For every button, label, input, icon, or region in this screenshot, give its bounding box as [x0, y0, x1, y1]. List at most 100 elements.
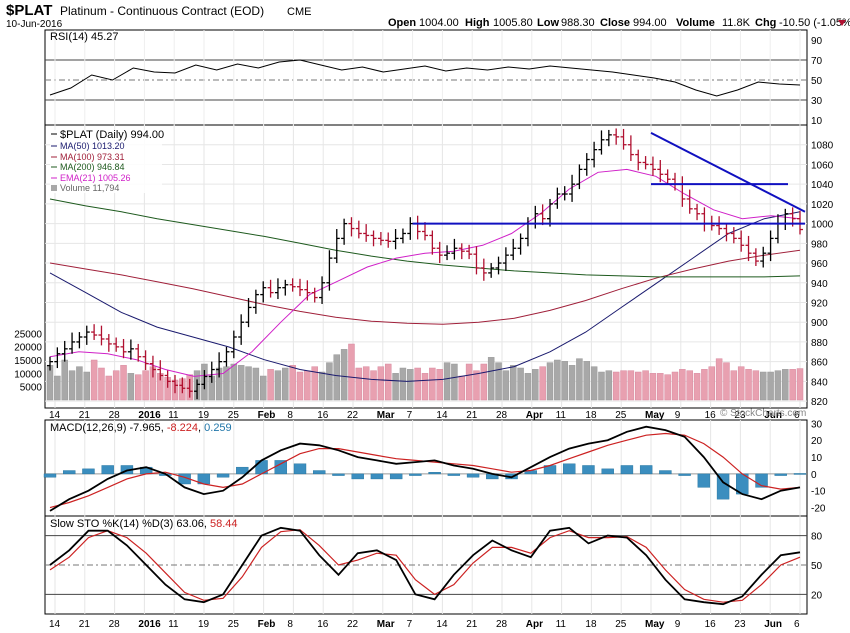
price-bar — [341, 218, 348, 245]
volume-bar — [83, 371, 91, 401]
price-bar — [172, 374, 178, 394]
volume-bar — [105, 375, 113, 401]
date-tick-label: 21 — [466, 619, 478, 630]
legend-price: $PLAT (Daily) 994.00 — [60, 129, 164, 141]
volume-bar — [627, 370, 635, 401]
price-bar — [605, 129, 612, 147]
volume-bar — [708, 366, 716, 401]
volume-bar — [90, 359, 98, 401]
date-tick-label: 14 — [436, 410, 448, 421]
axis-labels: 1030507090820840860880900920940960980100… — [14, 36, 833, 630]
volume-bar — [561, 361, 568, 401]
price-bar — [105, 334, 112, 352]
rsi-plot — [49, 59, 801, 97]
rsi-tick-label: 70 — [811, 56, 823, 67]
macd-histogram-bar — [82, 468, 95, 475]
instrument-name: Platinum - Continuous Contract (EOD) — [60, 4, 264, 18]
price-bar — [245, 298, 252, 328]
symbol: $PLAT — [6, 2, 52, 19]
volume-bar — [443, 362, 451, 401]
volume-bar — [370, 370, 377, 401]
price-bar — [451, 238, 458, 260]
volume-bar — [429, 367, 436, 401]
volume-bar — [399, 367, 407, 401]
price-bar — [186, 378, 193, 398]
price-bar — [598, 130, 605, 155]
stochastic-title: Slow STO %K(14) %D(3) 63.06, 58.44 — [50, 518, 238, 530]
date-tick-label: Jun — [764, 619, 782, 630]
price-bar — [230, 330, 237, 359]
volume-bar — [112, 370, 120, 401]
macd-histogram-bar — [774, 473, 787, 476]
macd-tick-label: -20 — [811, 504, 826, 515]
volume-tick-label: 15000 — [14, 356, 42, 367]
macd-histogram-bar — [601, 468, 614, 475]
volume-bar — [377, 366, 385, 401]
volume-bar — [532, 369, 539, 401]
volume-bar — [701, 369, 708, 401]
ma100-line — [49, 249, 801, 325]
volume-bar — [598, 371, 605, 401]
price-bar — [252, 289, 259, 314]
legend-volume-swatch — [51, 185, 57, 191]
price-bar — [547, 198, 553, 227]
volume-bar — [76, 366, 83, 401]
volume-bar — [134, 374, 142, 401]
price-bar — [260, 281, 267, 303]
volume-bar — [267, 369, 274, 401]
date-tick-label: 21 — [466, 410, 478, 421]
price-bar — [767, 230, 774, 262]
date-tick-label: 8 — [287, 410, 293, 421]
price-bar — [223, 346, 230, 367]
price-bar — [61, 340, 68, 362]
price-bar — [289, 278, 296, 292]
volume-bar — [333, 354, 341, 401]
volume-bar — [304, 370, 311, 401]
price-bar — [649, 156, 656, 176]
price-bar — [738, 230, 745, 252]
price-bar — [694, 203, 701, 221]
price-bar — [627, 135, 634, 161]
volume-bar — [583, 361, 591, 401]
stochastic-tick-label: 50 — [811, 561, 823, 572]
price-bar — [363, 224, 370, 242]
macd-histogram-bar — [697, 473, 711, 488]
stochastic-legend: Slow STO %K(14) %D(3) 63.06, 58.44 — [50, 518, 238, 530]
stockcharts-watermark: © StockCharts.com — [720, 408, 806, 419]
volume-bar — [142, 370, 149, 401]
price-bar — [517, 233, 524, 255]
date-tick-label: 23 — [734, 619, 746, 630]
volume-bar — [487, 357, 495, 401]
volume-bar — [634, 371, 642, 401]
volume-bar — [421, 373, 429, 401]
price-bar — [642, 156, 649, 170]
price-bar — [120, 338, 127, 359]
macd-histogram-bar — [678, 473, 691, 476]
price-bar — [311, 287, 318, 303]
date-tick-label: 22 — [347, 619, 359, 630]
volume-bar — [642, 370, 649, 401]
volume-bar — [517, 367, 524, 401]
volume-bar — [120, 365, 127, 401]
volume-bar — [737, 366, 745, 401]
volume-bar — [745, 369, 752, 401]
price-bar — [304, 280, 311, 301]
stochastic-d-line — [49, 529, 801, 603]
date-tick-label: 11 — [556, 619, 567, 630]
price-bar — [399, 228, 406, 244]
price-bar — [201, 370, 208, 390]
volume-bar — [495, 362, 502, 401]
volume-bar — [502, 370, 510, 401]
price-tick-label: 1040 — [811, 180, 834, 191]
legend-ma50: MA(50) 1013.20 — [60, 141, 125, 151]
legend-ma100: MA(100) 973.31 — [60, 152, 125, 162]
date-tick-label: 9 — [675, 619, 681, 630]
price-bar — [583, 153, 590, 176]
volume-bar — [245, 366, 252, 401]
date-tick-label: 11 — [556, 410, 567, 421]
price-bar — [613, 128, 620, 145]
low-value: 988.30 — [561, 17, 595, 29]
price-bar — [429, 230, 436, 255]
price-bar — [392, 229, 399, 250]
price-bar — [385, 232, 392, 248]
